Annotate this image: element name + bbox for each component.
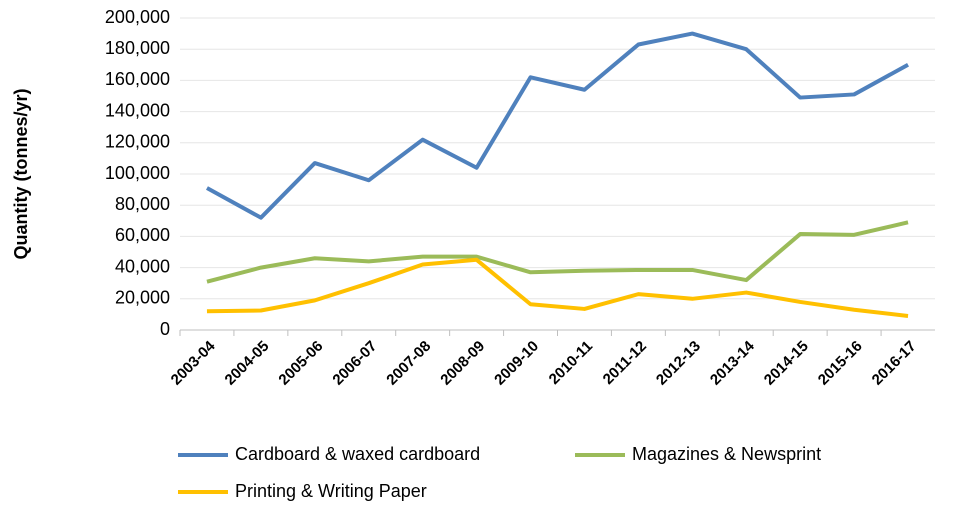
y-tick-label: 0 (160, 319, 170, 339)
legend-label: Magazines & Newsprint (632, 444, 821, 464)
x-tick-label: 2010-11 (546, 338, 596, 388)
x-tick-label: 2004-05 (222, 338, 273, 389)
legend-label: Printing & Writing Paper (235, 481, 427, 501)
line-series (206, 31, 909, 220)
x-tick-label: 2007-08 (383, 338, 434, 389)
y-axis-title: Quantity (tonnes/yr) (11, 88, 31, 259)
x-tick-label: 2015-16 (815, 338, 866, 389)
y-tick-label: 100,000 (105, 163, 170, 183)
y-tick-label: 40,000 (115, 256, 170, 276)
y-tick-label: 180,000 (105, 38, 170, 58)
x-tick-label: 2008-09 (437, 338, 488, 389)
x-tick-label: 2014-15 (761, 338, 812, 389)
x-tick-label: 2012-13 (653, 338, 704, 389)
y-tick-label: 200,000 (105, 7, 170, 27)
x-tick-label: 2006-07 (329, 338, 380, 389)
y-tick-label: 80,000 (115, 194, 170, 214)
legend-label: Cardboard & waxed cardboard (235, 444, 480, 464)
x-tick-label: 2013-14 (707, 337, 758, 388)
line-series (206, 220, 909, 284)
y-tick-label: 140,000 (105, 100, 170, 120)
x-tick-label: 2005-06 (276, 338, 327, 389)
x-tick-label: 2011-12 (600, 338, 650, 388)
x-tick-label: 2016-17 (869, 338, 920, 389)
line-series (206, 257, 909, 318)
y-tick-label: 20,000 (115, 288, 170, 308)
y-tick-label: 160,000 (105, 69, 170, 89)
y-tick-label: 120,000 (105, 132, 170, 152)
y-tick-label: 60,000 (115, 225, 170, 245)
x-tick-label: 2009-10 (491, 338, 542, 389)
x-tick-label: 2003-04 (168, 337, 219, 388)
